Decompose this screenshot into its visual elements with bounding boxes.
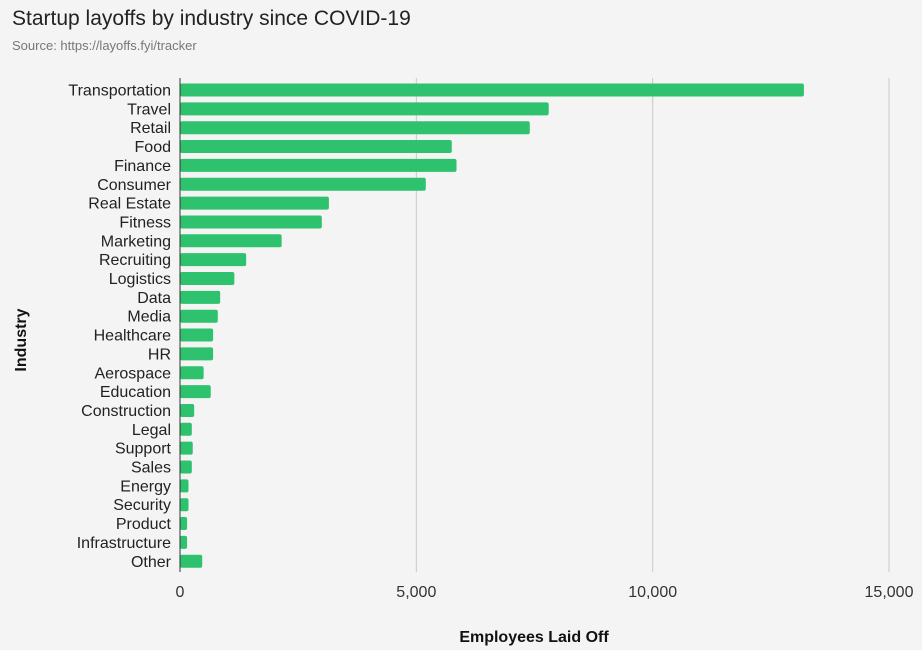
bar [180, 460, 192, 474]
chart-subtitle: Source: https://layoffs.fyi/tracker [12, 38, 197, 53]
bar [180, 441, 193, 455]
bars [180, 83, 804, 568]
bar [180, 403, 195, 417]
bar [180, 102, 549, 116]
category-label: Marketing [101, 233, 171, 250]
bar [180, 272, 235, 285]
category-label: Healthcare [94, 328, 171, 345]
x-tick-label: 5,000 [396, 584, 436, 601]
bar [180, 196, 329, 210]
x-tick-label: 0 [176, 584, 185, 601]
category-label: Real Estate [88, 196, 171, 213]
category-label: Food [135, 139, 171, 156]
x-tick-label: 15,000 [865, 584, 914, 601]
bar [180, 309, 218, 323]
category-label: Support [115, 441, 172, 458]
x-tick-labels: 0 5,000 10,000 15,000 [176, 584, 914, 601]
gridlines [415, 78, 890, 572]
chart-title: Startup layoffs by industry since COVID-… [12, 7, 411, 30]
bar [180, 290, 221, 304]
category-label: Consumer [97, 177, 171, 194]
x-tick-label: 10,000 [628, 584, 677, 601]
category-label: Transportation [68, 83, 171, 100]
bar [180, 498, 189, 512]
bar [180, 385, 211, 399]
category-label: Construction [81, 403, 171, 420]
category-label: Fitness [119, 214, 171, 231]
bar [180, 83, 804, 97]
bar [180, 347, 214, 361]
bar [180, 177, 426, 191]
bar [180, 535, 188, 549]
category-label: Retail [130, 120, 171, 137]
category-label: Security [113, 497, 171, 514]
bar [180, 215, 322, 229]
bar [180, 366, 204, 380]
category-label: Logistics [109, 271, 171, 288]
category-label: HR [148, 346, 171, 363]
bar [180, 140, 452, 154]
y-axis-title: Industry [13, 308, 30, 371]
bar [180, 479, 189, 493]
bar [180, 328, 214, 342]
category-label: Travel [127, 101, 171, 118]
bar [180, 234, 282, 248]
category-label: Media [127, 309, 171, 326]
category-label: Finance [114, 158, 171, 175]
category-label: Product [116, 516, 172, 533]
category-label: Data [137, 290, 171, 307]
x-axis-title: Employees Laid Off [459, 629, 609, 646]
bar [180, 121, 530, 135]
category-label: Infrastructure [77, 535, 171, 552]
category-label: Legal [132, 422, 171, 439]
category-label: Other [131, 554, 172, 571]
bar [180, 517, 188, 531]
category-label: Education [100, 384, 171, 401]
category-label: Aerospace [95, 365, 172, 382]
bar [180, 422, 192, 436]
category-label: Energy [120, 478, 171, 495]
category-label: Sales [131, 460, 171, 477]
category-label: Recruiting [99, 252, 171, 269]
bar [180, 253, 247, 267]
bar [180, 158, 457, 172]
bar [180, 554, 203, 568]
